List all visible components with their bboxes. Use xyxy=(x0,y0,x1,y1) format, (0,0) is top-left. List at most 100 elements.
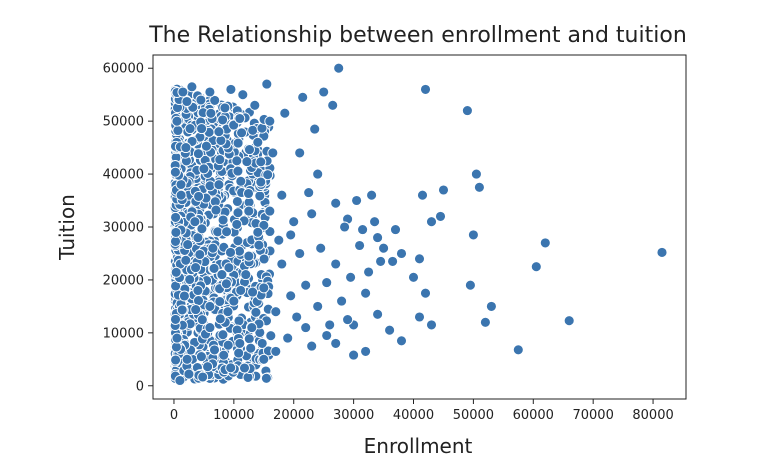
x-tick-label: 60000 xyxy=(513,408,554,423)
scatter-point xyxy=(464,279,476,291)
scatter-point xyxy=(258,353,270,365)
scatter-point xyxy=(222,339,234,351)
scatter-point xyxy=(189,216,201,228)
scatter-point xyxy=(216,269,228,281)
scatter-point xyxy=(312,300,324,312)
scatter-point xyxy=(262,169,274,181)
scatter-point xyxy=(254,190,266,202)
scatter-point xyxy=(372,308,384,320)
scatter-point xyxy=(198,163,210,175)
scatter-point xyxy=(239,362,250,374)
scatter-point xyxy=(363,266,375,278)
scatter-point xyxy=(171,332,183,344)
scatter-point xyxy=(233,347,245,359)
scatter-point xyxy=(264,115,276,127)
scatter-point xyxy=(414,253,425,265)
x-tick-label: 40000 xyxy=(393,408,434,423)
scatter-point xyxy=(183,368,195,380)
scatter-point xyxy=(420,83,431,95)
scatter-point xyxy=(387,255,399,267)
x-axis-ticks: 0 10000 20000 30000 40000 50000 60000 70000 8000… xyxy=(170,399,674,423)
scatter-point xyxy=(225,246,236,258)
y-axis-label: Tuition xyxy=(55,194,79,261)
scatter-point xyxy=(217,214,229,226)
scatter-point xyxy=(294,248,306,259)
x-tick-label: 10000 xyxy=(213,408,254,423)
scatter-point xyxy=(237,89,249,101)
scatter-point xyxy=(318,86,330,98)
scatter-point xyxy=(330,258,342,270)
scatter-point xyxy=(485,300,497,312)
scatter-point xyxy=(170,313,181,325)
scatter-point xyxy=(209,344,220,356)
scatter-point xyxy=(200,140,212,152)
scatter-point xyxy=(243,333,255,345)
scatter-point xyxy=(192,148,204,160)
x-tick-label: 0 xyxy=(170,408,178,423)
scatter-point xyxy=(228,119,240,131)
scatter-point xyxy=(225,83,237,95)
scatter-point xyxy=(180,254,192,266)
scatter-point xyxy=(327,99,339,111)
scatter-point xyxy=(193,190,205,202)
scatter-point xyxy=(181,353,193,365)
scatter-point xyxy=(190,304,202,316)
y-tick-label: 10000 xyxy=(103,326,144,341)
scatter-point xyxy=(247,124,259,136)
scatter-point xyxy=(256,337,268,349)
scatter-point xyxy=(196,223,208,235)
x-axis-label: Enrollment xyxy=(364,434,473,458)
scatter-point xyxy=(215,135,227,146)
scatter-point xyxy=(279,107,291,119)
scatter-point xyxy=(217,329,229,341)
scatter-point xyxy=(417,189,428,201)
scatter-point xyxy=(170,266,182,278)
scatter-point xyxy=(240,269,252,281)
scatter-point xyxy=(234,113,246,124)
scatter-point xyxy=(170,226,182,238)
scatter-point xyxy=(461,105,473,117)
scatter-point xyxy=(205,107,217,119)
scatter-point xyxy=(169,166,181,178)
scatter-point xyxy=(243,188,254,199)
scatter-point xyxy=(300,279,312,291)
scatter-point xyxy=(473,181,485,193)
scatter-point xyxy=(196,314,208,326)
scatter-point xyxy=(273,234,285,246)
scatter-point xyxy=(408,271,419,283)
scatter-point xyxy=(195,94,207,106)
scatter-point xyxy=(357,224,369,236)
scatter-point xyxy=(539,237,551,249)
scatter-point xyxy=(294,147,306,159)
scatter-point xyxy=(285,229,297,241)
scatter-point xyxy=(467,229,479,241)
y-tick-label: 0 xyxy=(136,379,144,394)
scatter-point xyxy=(210,204,222,216)
scatter-point xyxy=(438,184,449,196)
scatter-point xyxy=(181,96,193,107)
x-tick-label: 80000 xyxy=(632,408,673,423)
scatter-point xyxy=(209,94,221,106)
scatter-point xyxy=(351,195,363,206)
scatter-point xyxy=(218,349,230,361)
scatter-point xyxy=(390,224,401,236)
scatter-point xyxy=(234,337,246,349)
scatter-point xyxy=(255,156,267,168)
scatter-point xyxy=(270,345,282,357)
scatter-point xyxy=(232,207,244,219)
y-tick-label: 40000 xyxy=(103,168,144,183)
scatter-point xyxy=(479,316,491,328)
scatter-point xyxy=(426,216,437,228)
scatter-point xyxy=(182,239,194,251)
scatter-point xyxy=(171,115,183,127)
scatter-point xyxy=(250,306,262,318)
scatter-point xyxy=(253,239,265,251)
scatter-point xyxy=(258,253,270,265)
scatter-point xyxy=(315,242,327,254)
scatter-point xyxy=(245,342,257,354)
scatter-point xyxy=(170,235,181,247)
scatter-point xyxy=(213,179,225,191)
scatter-point xyxy=(184,274,196,285)
scatter-point xyxy=(264,205,276,217)
scatter-point xyxy=(252,226,264,238)
